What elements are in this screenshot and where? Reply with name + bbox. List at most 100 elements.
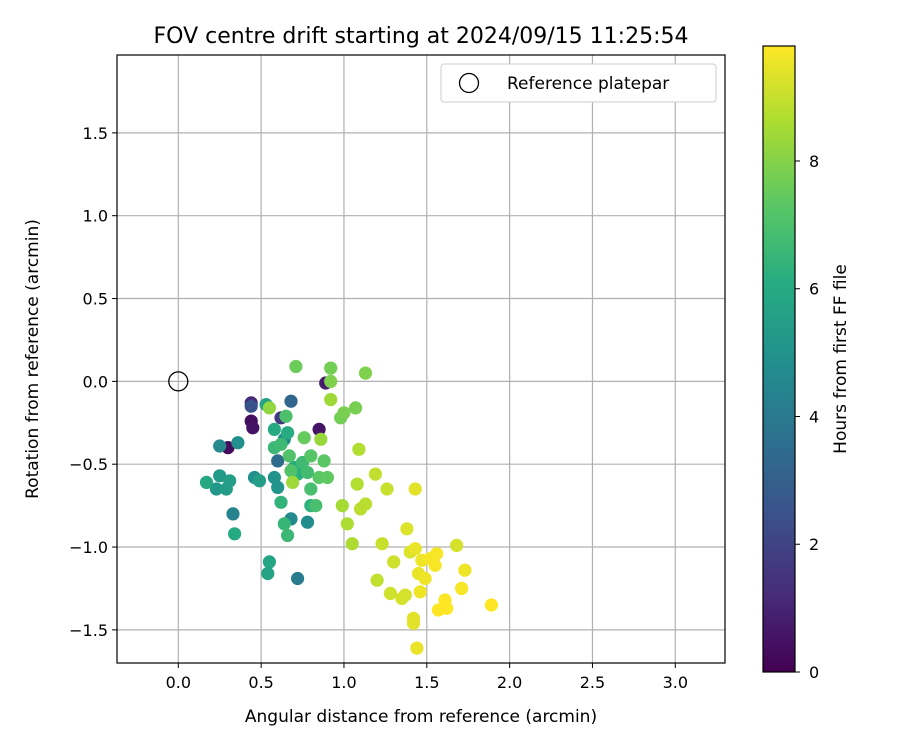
colorbar-tick-label: 6 <box>809 280 819 299</box>
data-point <box>304 449 318 463</box>
data-point <box>246 421 260 435</box>
data-point <box>262 401 276 415</box>
colorbar-ticks: 0 2 4 6 8 <box>795 152 819 682</box>
data-point <box>274 495 288 509</box>
colorbar-tick-label: 8 <box>809 152 819 171</box>
data-point <box>324 374 338 388</box>
data-point <box>406 616 421 630</box>
data-point <box>284 394 298 408</box>
data-point <box>300 465 315 480</box>
data-point <box>350 477 364 491</box>
data-point <box>291 571 305 586</box>
data-point <box>297 431 311 445</box>
x-tick-label: 0.0 <box>166 673 191 692</box>
data-point <box>277 517 291 531</box>
x-tick-label: 0.5 <box>248 673 273 692</box>
legend-reference-marker <box>458 72 480 94</box>
data-point <box>375 537 389 551</box>
data-point <box>458 563 472 577</box>
x-tick-label: 1.0 <box>331 673 356 692</box>
data-point <box>349 401 363 415</box>
y-tick-label: 0.0 <box>83 372 108 391</box>
x-axis-label: Angular distance from reference (arcmin) <box>245 707 597 727</box>
data-point <box>284 464 298 478</box>
data-point <box>413 585 427 599</box>
x-tick-label: 2.0 <box>497 673 522 692</box>
data-point <box>358 366 373 380</box>
data-point <box>320 470 334 485</box>
data-point <box>324 361 338 375</box>
data-point <box>484 598 498 612</box>
chart-title: FOV centre drift starting at 2024/09/15 … <box>154 24 689 49</box>
data-point <box>226 507 240 521</box>
reference-marker-group <box>168 371 189 392</box>
data-point <box>199 475 214 489</box>
colorbar: 0 2 4 6 8 Hours from first FF file <box>762 45 851 682</box>
colorbar-gradient <box>762 45 796 673</box>
data-point <box>450 538 464 553</box>
x-tick-label: 2.5 <box>580 673 605 692</box>
data-point <box>314 432 328 446</box>
y-axis-label: Rotation from reference (arcmin) <box>23 219 43 499</box>
data-point <box>335 499 349 513</box>
data-point <box>281 426 295 440</box>
data-point <box>440 601 454 615</box>
data-point <box>267 422 281 436</box>
data-point <box>282 449 296 463</box>
colorbar-label: Hours from first FF file <box>831 264 851 454</box>
data-point <box>387 555 401 569</box>
data-point <box>408 482 422 496</box>
data-point <box>271 480 285 494</box>
data-point <box>262 555 276 569</box>
y-tick-label: −1.0 <box>69 538 108 557</box>
data-point <box>455 581 469 596</box>
data-point <box>261 566 275 581</box>
legend: Reference platepar <box>440 63 717 103</box>
y-tick-label: −1.5 <box>69 621 108 640</box>
data-point <box>304 482 318 496</box>
data-point <box>213 439 227 453</box>
data-point <box>352 442 366 456</box>
data-point <box>380 482 394 496</box>
data-point <box>430 547 444 561</box>
data-point <box>418 571 432 586</box>
x-axis-ticks: 0.0 0.5 1.0 1.5 2.0 2.5 3.0 <box>166 663 688 692</box>
x-tick-label: 3.0 <box>663 673 688 692</box>
legend-box <box>440 63 717 103</box>
data-point <box>428 558 442 572</box>
y-axis-ticks: −1.5 −1.0 −0.5 0.0 0.5 1.0 1.5 <box>69 124 117 640</box>
data-points <box>199 359 498 655</box>
data-point <box>231 436 245 450</box>
data-point <box>289 359 303 374</box>
y-tick-label: −0.5 <box>69 455 108 474</box>
data-point <box>400 522 414 536</box>
data-point <box>267 470 281 485</box>
data-point <box>410 641 424 655</box>
data-point <box>271 454 285 468</box>
data-point <box>358 497 373 511</box>
data-point <box>398 588 412 602</box>
reference-platepar-marker <box>168 371 189 392</box>
y-tick-label: 0.5 <box>83 290 108 309</box>
data-point <box>408 542 422 556</box>
plot-frame <box>116 54 726 664</box>
data-point <box>274 437 288 451</box>
data-point <box>383 586 397 601</box>
data-point <box>279 409 293 423</box>
data-point <box>309 499 323 513</box>
legend-label: Reference platepar <box>507 74 669 94</box>
data-point <box>209 482 223 496</box>
data-point <box>286 475 300 489</box>
grid-lines <box>117 55 725 663</box>
data-point <box>213 469 227 483</box>
colorbar-tick-label: 4 <box>809 407 819 426</box>
data-point <box>228 527 242 541</box>
data-point <box>337 406 351 420</box>
data-point <box>252 474 267 488</box>
data-point <box>317 454 331 468</box>
y-tick-label: 1.5 <box>83 124 108 143</box>
x-tick-label: 1.5 <box>414 673 439 692</box>
data-point <box>368 467 382 481</box>
data-point <box>340 517 354 531</box>
